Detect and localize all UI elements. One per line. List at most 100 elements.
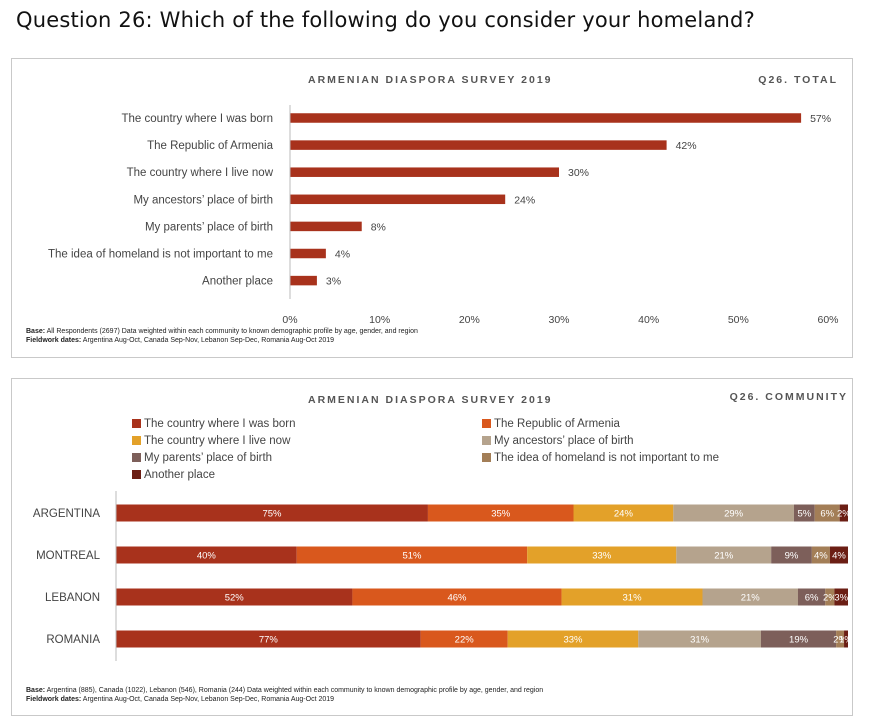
- bar: [290, 248, 326, 259]
- category-label: My parents’ place of birth: [145, 221, 273, 233]
- category-label: The Republic of Armenia: [147, 140, 274, 152]
- bar-segment: [771, 546, 812, 564]
- footnote-dates: Argentina Aug-Oct, Canada Sep-Nov, Leban…: [82, 337, 335, 344]
- data-label: 31%: [690, 635, 710, 646]
- bar-segment: [638, 630, 761, 648]
- data-label: 57%: [810, 113, 831, 125]
- footnote-dates-label: Fieldwork dates:: [26, 337, 82, 344]
- bar-segment: [811, 546, 830, 564]
- legend-item: The country where I was born: [132, 418, 296, 430]
- footnote-base-label: Base:: [26, 328, 46, 335]
- data-label: 1%: [839, 635, 852, 646]
- bar: [290, 140, 667, 150]
- footnote-dates: Argentina Aug-Oct, Canada Sep-Nov, Leban…: [82, 696, 335, 703]
- bar-segment: [116, 546, 297, 564]
- bar-segment: [676, 546, 772, 564]
- data-label: 6%: [805, 593, 819, 604]
- data-label: 5%: [797, 509, 811, 520]
- data-label: 3%: [834, 593, 848, 604]
- bar-segment: [844, 630, 848, 648]
- data-label: 2%: [833, 635, 847, 646]
- tick-label: 30%: [548, 314, 569, 326]
- category-label: Another place: [202, 276, 273, 288]
- category-label: My ancestors’ place of birth: [133, 194, 273, 206]
- bar: [290, 221, 362, 232]
- tick-label: 40%: [638, 314, 659, 326]
- category-label: ROMANIA: [46, 634, 100, 646]
- legend-item: The Republic of Armenia: [482, 418, 620, 430]
- data-label: 3%: [326, 276, 341, 288]
- survey-title: ARMENIAN DIASPORA SURVEY 2019: [308, 394, 553, 406]
- total-chart-panel: ARMENIAN DIASPORA SURVEY 2019 Q26. TOTAL…: [11, 58, 853, 358]
- bar-segment: [420, 630, 508, 648]
- question-code: Q26. COMMUNITY: [729, 391, 848, 403]
- bar: [290, 275, 317, 286]
- bar: [290, 194, 506, 205]
- data-label: 52%: [225, 593, 245, 604]
- legend-swatch: [132, 419, 141, 428]
- bar-segment: [839, 504, 848, 522]
- survey-title: ARMENIAN DIASPORA SURVEY 2019: [308, 74, 553, 86]
- category-label: The idea of homeland is not important to…: [48, 249, 273, 261]
- data-label: 40%: [197, 551, 217, 562]
- legend-label: The country where I was born: [144, 418, 296, 430]
- bar-segment: [427, 504, 574, 522]
- bar-segment: [116, 504, 428, 522]
- total-bar-chart: The country where I was born 57% The Repub…: [48, 105, 839, 326]
- bar-segment: [116, 630, 421, 648]
- legend-swatch: [482, 453, 491, 462]
- data-label: 51%: [402, 551, 422, 562]
- bar-segment: [673, 504, 794, 522]
- legend-item: My parents’ place of birth: [132, 452, 272, 464]
- question-code: Q26. TOTAL: [758, 74, 838, 86]
- bar-segment: [702, 588, 798, 606]
- bar-segment: [573, 504, 674, 522]
- bar-segment: [825, 588, 835, 606]
- footnote-dates-label: Fieldwork dates:: [26, 696, 82, 703]
- data-label: 42%: [676, 140, 697, 152]
- data-label: 19%: [789, 635, 809, 646]
- tick-label: 50%: [728, 314, 749, 326]
- tick-label: 60%: [817, 314, 838, 326]
- data-label: 24%: [614, 509, 634, 520]
- bar-segment: [814, 504, 840, 522]
- category-label: LEBANON: [45, 592, 100, 604]
- legend-swatch: [482, 436, 491, 445]
- data-label: 75%: [262, 509, 282, 520]
- bar-segment: [834, 588, 848, 606]
- bar-segment: [352, 588, 562, 606]
- category-label: MONTREAL: [36, 550, 101, 562]
- category-label: The country where I was born: [122, 113, 274, 125]
- legend-label: The idea of homeland is not important to…: [494, 452, 720, 464]
- data-label: 46%: [447, 593, 467, 604]
- data-label: 4%: [814, 551, 828, 562]
- community-chart-panel: ARMENIAN DIASPORA SURVEY 2019 Q26. COMMU…: [11, 378, 853, 716]
- bar-segment: [561, 588, 703, 606]
- legend-swatch: [482, 419, 491, 428]
- legend-swatch: [132, 453, 141, 462]
- bar: [290, 167, 559, 177]
- legend-swatch: [132, 436, 141, 445]
- data-label: 22%: [455, 635, 475, 646]
- legend-item: Another place: [132, 469, 215, 481]
- data-label: 29%: [724, 509, 744, 520]
- data-label: 24%: [514, 194, 535, 206]
- page-title: Question 26: Which of the following do y…: [16, 8, 755, 32]
- bar-segment: [116, 588, 353, 606]
- footnote: Base: All Respondents (2697) Data weight…: [26, 327, 418, 345]
- chart-legend: The country where I was born The Republic…: [12, 379, 852, 489]
- bar-segment: [527, 546, 677, 564]
- data-label: 33%: [592, 551, 612, 562]
- legend-item: The idea of homeland is not important to…: [482, 452, 719, 464]
- category-label: The country where I live now: [127, 167, 274, 179]
- footnote-base-label: Base:: [26, 687, 46, 694]
- bar-segment: [760, 630, 837, 648]
- legend-item: The country where I live now: [132, 435, 290, 447]
- data-label: 4%: [335, 249, 350, 261]
- data-label: 8%: [371, 221, 386, 233]
- data-label: 21%: [714, 551, 734, 562]
- data-label: 9%: [785, 551, 799, 562]
- legend-label: The Republic of Armenia: [494, 418, 620, 430]
- legend-swatch: [132, 470, 141, 479]
- data-label: 21%: [741, 593, 761, 604]
